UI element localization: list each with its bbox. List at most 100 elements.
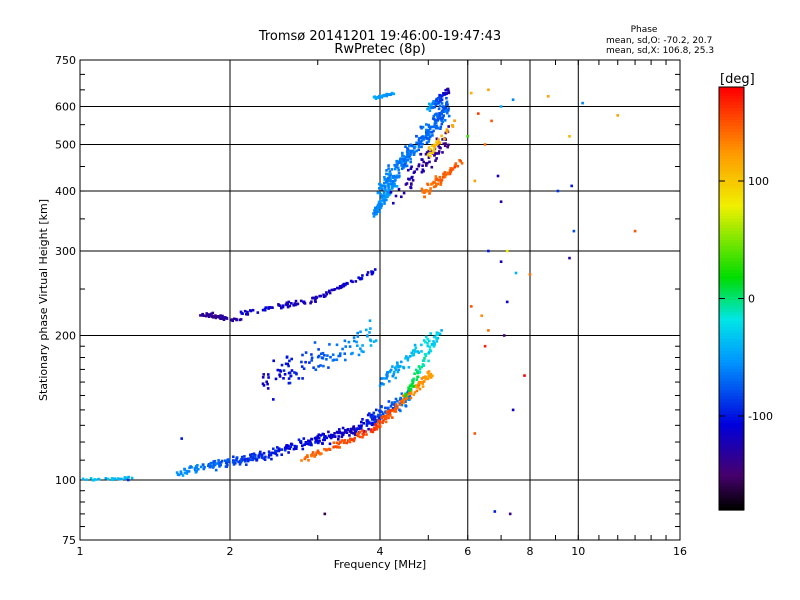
colorbar-band [719,315,744,319]
data-point [449,170,452,174]
data-point [447,89,450,93]
data-point [409,186,412,189]
data-point [411,179,415,182]
data-point [394,194,398,198]
colorbar-band [719,189,744,193]
data-point [402,158,405,161]
data-point [267,450,271,453]
data-point [409,396,413,400]
data-point [289,445,293,448]
data-point [427,137,431,141]
colorbar-band [719,105,744,109]
data-point [378,420,382,423]
data-point [260,453,264,456]
data-point [396,361,399,364]
colorbar-band [719,441,744,445]
data-point [445,96,448,100]
data-point [261,376,265,379]
data-point [369,430,373,433]
data-point [408,389,411,392]
data-point [413,350,417,353]
data-point [420,381,424,385]
data-point [310,356,314,360]
data-point [329,355,332,359]
data-point [353,339,356,343]
colorbar-band [719,177,744,181]
data-point [432,147,436,150]
data-point [348,345,352,348]
data-point [271,306,274,309]
data-point [450,167,454,170]
data-point [306,454,309,457]
colorbar-band [719,252,744,256]
data-point [385,410,389,414]
data-point [319,364,322,367]
colorbar-band [719,171,744,175]
data-point [383,202,386,205]
data-point [426,183,430,187]
data-point [439,183,442,186]
data-point [427,106,430,110]
data-point [379,199,382,203]
data-point [395,365,398,369]
colorbar-band [719,495,744,499]
data-point [426,337,429,341]
data-point [245,463,248,466]
data-point [180,472,183,475]
colorbar-band [719,471,744,475]
colorbar-band [719,312,744,316]
data-point [432,149,436,153]
data-point [383,182,386,185]
data-point [437,150,441,153]
colorbar-band [719,267,744,271]
data-point [429,189,432,193]
data-point [405,155,409,159]
data-point [422,376,425,379]
data-point [329,436,333,440]
data-point [429,332,432,335]
colorbar-band [719,420,744,424]
colorbar-band [719,168,744,172]
data-point [323,438,326,442]
data-point [225,461,228,465]
data-point [401,394,405,397]
y-tick-label: 75 [62,534,76,547]
data-point [616,114,619,117]
data-point [381,199,384,202]
x-tick-labels: 1 2 4 6 8 10 16 [77,545,688,558]
data-point [428,125,431,129]
data-point [379,206,383,210]
data-point [257,456,261,459]
data-point [436,337,440,340]
data-point [391,416,394,419]
data-point [310,359,313,362]
data-point [409,153,412,157]
data-point [233,462,236,465]
colorbar-band [719,417,744,421]
data-point [301,444,304,447]
data-point [349,430,353,434]
data-point [322,293,325,297]
data-point [432,114,436,118]
colorbar-band [719,129,744,133]
data-point [333,432,336,435]
data-point [382,198,386,202]
colorbar-band [719,321,744,325]
data-point [450,168,453,172]
data-point [418,370,422,374]
data-point [426,153,430,156]
data-point [402,191,406,195]
data-point [374,213,377,216]
data-point [335,358,339,361]
data-point [414,368,418,372]
data-point [340,439,343,442]
data-point [225,316,228,320]
data-point [400,392,404,395]
data-point [511,98,515,101]
data-point [451,124,454,127]
data-point [432,340,435,343]
colorbar-band [719,222,744,226]
colorbar-band [719,507,744,511]
data-point [483,143,487,146]
data-point [193,467,197,470]
